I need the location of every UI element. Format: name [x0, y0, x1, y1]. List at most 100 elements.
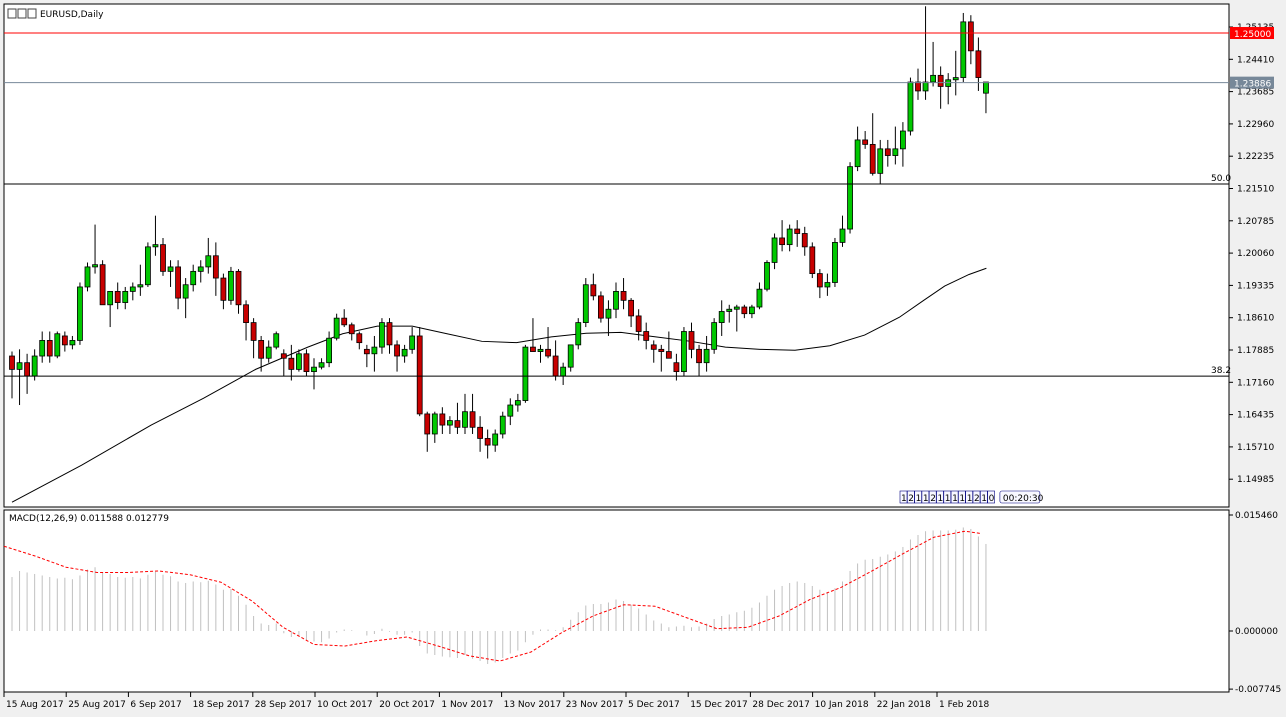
bullish-candle — [605, 300, 612, 336]
bullish-candle — [718, 300, 725, 336]
bearish-candle — [386, 318, 393, 354]
candle-body — [228, 270, 234, 301]
candle-body — [318, 362, 325, 368]
bearish-candle — [61, 331, 68, 352]
bullish-candle — [492, 429, 499, 452]
candle-body — [507, 404, 514, 417]
bullish-candle — [771, 233, 778, 270]
candle-body — [703, 348, 710, 364]
bullish-candle — [537, 344, 544, 363]
bearish-candle — [175, 260, 182, 310]
bullish-candle — [703, 335, 710, 372]
bullish-candle — [514, 393, 521, 412]
bullish-candle — [582, 278, 589, 328]
price-tick-label: 1.17160 — [1237, 378, 1274, 388]
bearish-candle — [975, 37, 982, 91]
price-tick-label: 1.23685 — [1237, 88, 1274, 98]
candle-body — [937, 74, 944, 87]
candle-body — [250, 322, 257, 341]
candle-body — [462, 411, 468, 428]
chart-window-icon — [7, 8, 17, 19]
candle-body — [379, 322, 385, 348]
price-tick-label: 1.22960 — [1237, 120, 1274, 130]
candle-body — [975, 50, 982, 78]
bullish-candle — [167, 260, 174, 287]
bullish-candle — [892, 126, 899, 165]
candle-body — [650, 344, 657, 350]
candle-body — [273, 333, 280, 348]
bullish-candle — [273, 331, 280, 350]
countdown-digit: 1 — [901, 494, 907, 504]
candle-body — [779, 237, 785, 246]
countdown-box: 1 2 1 1 2 1 1 1 1 1 2 1 0 00:20:30 — [899, 490, 1044, 504]
candle-body — [832, 242, 838, 283]
candle-body — [190, 270, 197, 286]
candle-body — [824, 282, 831, 288]
bullish-candle — [922, 6, 929, 100]
bullish-candle — [129, 282, 136, 301]
candle-body — [288, 357, 295, 370]
candle-body — [967, 21, 974, 52]
candle-body — [545, 348, 551, 357]
price-pane[interactable] — [3, 3, 1230, 508]
bullish-candle — [930, 41, 936, 87]
candle-body — [144, 246, 151, 286]
candle-body — [869, 143, 876, 174]
candle-body — [394, 344, 400, 357]
candle-body — [243, 304, 249, 324]
bearish-candle — [46, 331, 53, 363]
candle-body — [182, 284, 189, 299]
candle-body — [771, 237, 778, 263]
bearish-candle — [303, 349, 310, 377]
candle-body — [107, 291, 114, 306]
bullish-candle — [613, 282, 619, 319]
candle-body — [401, 348, 408, 357]
bearish-candle — [160, 237, 166, 276]
bullish-candle — [711, 318, 718, 354]
countdown-digit-box — [987, 490, 995, 504]
candle-body — [681, 331, 687, 373]
bearish-candle — [643, 322, 650, 350]
candle-body — [31, 355, 38, 377]
bearish-candle — [280, 349, 287, 377]
bearish-candle — [454, 402, 461, 434]
candle-body — [794, 228, 801, 234]
macd-tick-label: -0.007745 — [1235, 685, 1281, 695]
bullish-candle — [499, 411, 506, 439]
time-tick-label: 23 Nov 2017 — [566, 700, 624, 710]
candle-body — [786, 228, 793, 246]
candle-body — [9, 355, 15, 370]
candle-body — [567, 344, 574, 368]
bullish-candle — [265, 340, 272, 363]
price-tick-label: 1.14985 — [1237, 475, 1274, 485]
bullish-candle — [952, 50, 959, 96]
bearish-candle — [884, 139, 891, 167]
bullish-candle — [311, 358, 317, 390]
price-tick-label: 1.16435 — [1237, 411, 1274, 421]
bearish-candle — [484, 429, 491, 459]
bearish-candle — [915, 68, 921, 100]
bearish-candle — [477, 416, 484, 452]
candle-body — [54, 333, 61, 357]
bullish-candle — [681, 327, 687, 377]
bearish-candle — [590, 273, 597, 301]
countdown-digit: 1 — [981, 494, 987, 504]
bearish-candle — [250, 318, 257, 359]
bullish-candle — [379, 318, 385, 354]
countdown-digit: 1 — [952, 494, 958, 504]
bearish-candle — [650, 340, 657, 363]
bullish-candle — [39, 331, 46, 363]
bullish-candle — [182, 278, 189, 319]
bullish-candle — [907, 77, 914, 136]
candle-body — [575, 322, 582, 346]
bullish-candle — [318, 358, 325, 370]
bearish-candle — [348, 322, 355, 341]
bearish-candle — [779, 220, 785, 252]
candle-body — [809, 246, 816, 274]
bearish-candle — [862, 131, 869, 149]
time-tick-label: 25 Aug 2017 — [68, 700, 126, 710]
candle-body — [643, 331, 650, 341]
bullish-candle — [16, 349, 23, 406]
